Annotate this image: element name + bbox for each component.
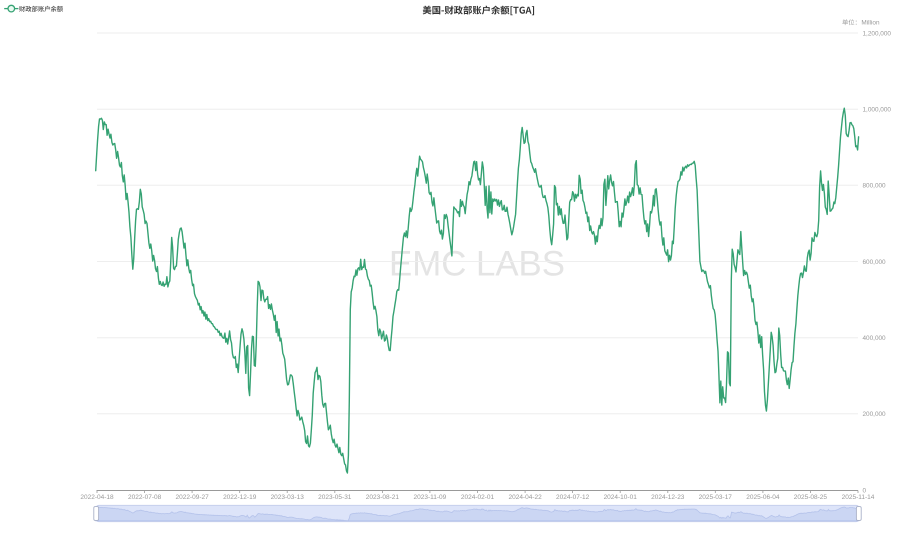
svg-text:2024-12-23: 2024-12-23 — [651, 494, 685, 501]
svg-text:2023-11-09: 2023-11-09 — [414, 494, 447, 501]
svg-text:2025-11-14: 2025-11-14 — [842, 494, 875, 501]
svg-text:0: 0 — [863, 487, 867, 494]
svg-text:2024-07-12: 2024-07-12 — [556, 494, 590, 501]
svg-text:2025-08-25: 2025-08-25 — [794, 494, 828, 501]
svg-text:2024-02-01: 2024-02-01 — [461, 494, 495, 501]
svg-text:2023-08-21: 2023-08-21 — [366, 494, 400, 501]
svg-text:2024-10-01: 2024-10-01 — [604, 494, 638, 501]
svg-text:2022-12-19: 2022-12-19 — [223, 494, 257, 501]
svg-text:800,000: 800,000 — [863, 183, 887, 190]
svg-text:1,000,000: 1,000,000 — [863, 107, 892, 114]
svg-text:2022-04-18: 2022-04-18 — [80, 494, 114, 501]
svg-text:EMC LABS: EMC LABS — [389, 245, 565, 284]
svg-text:400,000: 400,000 — [863, 335, 887, 342]
svg-text:2025-06-04: 2025-06-04 — [746, 494, 780, 501]
svg-text:2023-05-31: 2023-05-31 — [318, 494, 352, 501]
svg-text:200,000: 200,000 — [863, 411, 887, 418]
svg-text:2025-03-17: 2025-03-17 — [699, 494, 733, 501]
svg-text:2024-04-22: 2024-04-22 — [508, 494, 542, 501]
svg-text:1,200,000: 1,200,000 — [863, 30, 892, 37]
svg-text:2022-09-27: 2022-09-27 — [175, 494, 209, 501]
svg-text:2022-07-08: 2022-07-08 — [128, 494, 162, 501]
svg-text:Million: Million — [861, 20, 880, 27]
svg-text:600,000: 600,000 — [863, 259, 887, 266]
svg-text:2023-03-13: 2023-03-13 — [271, 494, 305, 501]
